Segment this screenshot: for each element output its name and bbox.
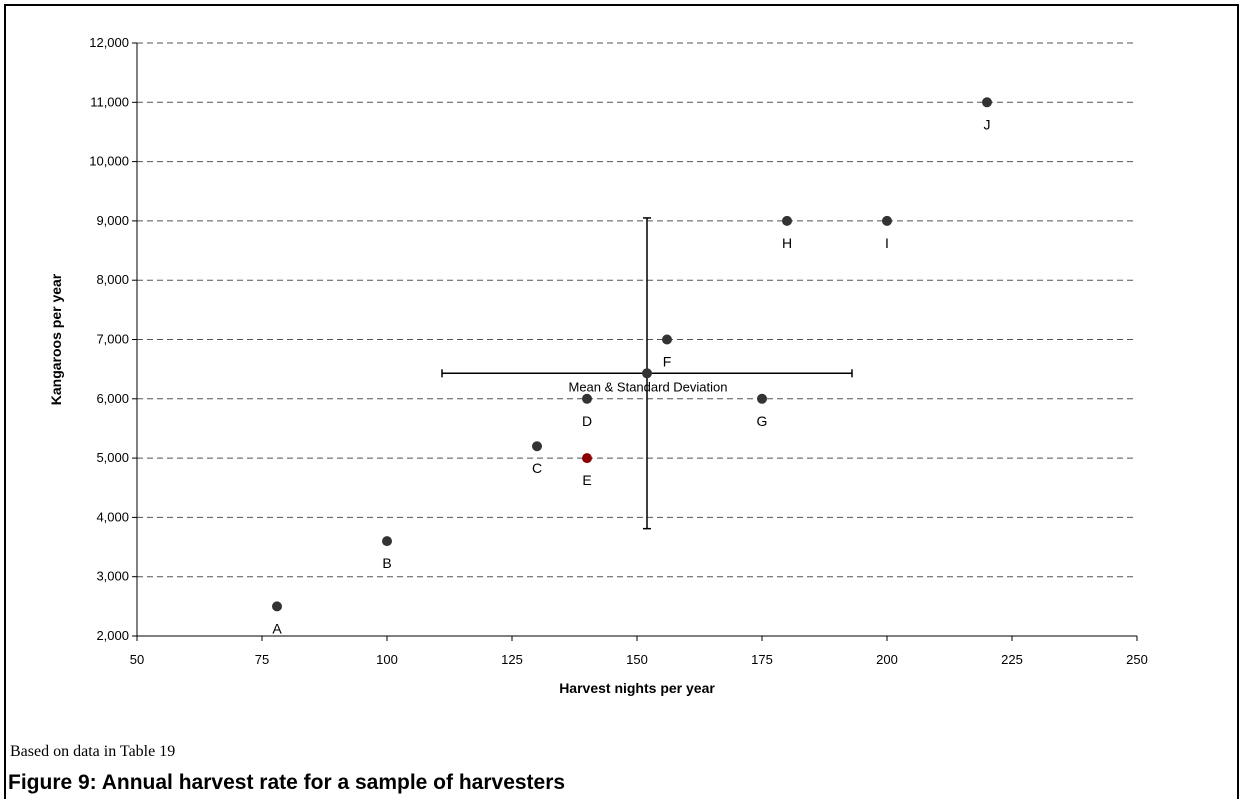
data-points: A B C D E F G H I J <box>272 97 992 636</box>
point-label-c: C <box>532 460 542 476</box>
x-tick-label: 100 <box>376 652 398 667</box>
x-axis-title: Harvest nights per year <box>559 680 715 696</box>
figure-frame <box>4 4 1239 799</box>
x-tick-label: 75 <box>255 652 269 667</box>
x-tick-label: 175 <box>751 652 773 667</box>
point-label-b: B <box>382 555 391 571</box>
y-tick-label: 7,000 <box>96 332 129 347</box>
data-point-h <box>782 215 792 226</box>
point-label-i: I <box>885 235 889 251</box>
x-tick-label: 200 <box>876 652 898 667</box>
source-note: Based on data in Table 19 <box>10 743 176 760</box>
x-tick-label: 225 <box>1001 652 1023 667</box>
data-point-a <box>272 601 282 612</box>
y-tick-label: 11,000 <box>90 94 129 109</box>
y-tick-label: 5,000 <box>96 450 129 465</box>
x-tick-label: 150 <box>626 652 648 667</box>
data-point-j <box>982 97 992 108</box>
mean-error-bars <box>441 217 853 530</box>
mean-point <box>642 368 652 379</box>
data-point-b <box>382 536 392 547</box>
data-point-f <box>662 334 672 345</box>
axes <box>132 42 1138 641</box>
gridlines <box>137 42 1137 578</box>
mean-label: Mean & Standard Deviation <box>569 379 728 394</box>
point-label-f: F <box>663 354 672 370</box>
x-tick-label: 250 <box>1126 652 1148 667</box>
data-point-d <box>582 393 592 404</box>
x-tick-label: 50 <box>130 652 144 667</box>
point-label-a: A <box>272 620 282 636</box>
point-label-j: J <box>984 116 991 132</box>
scatter-chart: 2,000 3,000 4,000 5,000 6,000 7,000 8,000 9,000… <box>48 35 1148 696</box>
figure-caption: Figure 9: Annual harvest rate for a samp… <box>8 771 566 794</box>
y-tick-labels: 2,000 3,000 4,000 5,000 6,000 7,000 8,000 9,000… <box>89 35 129 643</box>
point-label-h: H <box>782 235 792 251</box>
x-tick-labels: 50 75 100 125 150 175 200 225 250 <box>130 652 1148 667</box>
y-tick-label: 8,000 <box>96 272 129 287</box>
y-tick-label: 4,000 <box>96 509 129 524</box>
point-label-d: D <box>582 413 592 429</box>
data-point-i <box>882 215 892 226</box>
y-axis-title: Kangaroos per year <box>48 273 64 405</box>
y-tick-label: 6,000 <box>96 391 129 406</box>
y-tick-label: 12,000 <box>89 35 129 50</box>
x-tick-label: 125 <box>501 652 523 667</box>
y-tick-label: 3,000 <box>96 569 129 584</box>
data-point-e <box>582 453 592 464</box>
data-point-g <box>757 393 767 404</box>
y-tick-label: 9,000 <box>96 213 129 228</box>
data-point-c <box>532 441 542 452</box>
y-tick-label: 10,000 <box>89 154 129 169</box>
point-label-g: G <box>757 413 768 429</box>
y-tick-label: 2,000 <box>96 628 129 643</box>
point-label-e: E <box>582 472 591 488</box>
